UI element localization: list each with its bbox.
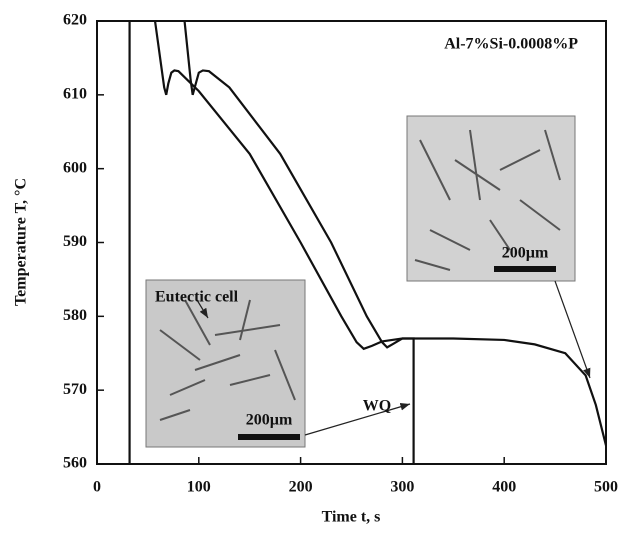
- y-tick-label: 610: [63, 86, 87, 103]
- annotation: Al-7%Si-0.0008%P: [444, 36, 578, 53]
- x-axis-label: Time t, s: [322, 509, 381, 526]
- x-tick-label: 200: [289, 479, 313, 496]
- inset-micrograph: [406, 115, 576, 282]
- annotation: WQ: [363, 398, 391, 415]
- x-tick-label: 300: [390, 479, 414, 496]
- annotation: Eutectic cell: [155, 289, 239, 306]
- x-tick-label: 0: [93, 479, 101, 496]
- annotation: 200µm: [246, 412, 293, 429]
- y-tick-label: 600: [63, 159, 87, 176]
- arrow: [304, 403, 411, 436]
- y-tick-label: 580: [63, 307, 87, 324]
- y-axis-label: Temperature T, °C: [13, 178, 30, 306]
- y-tick-label: 590: [63, 233, 87, 250]
- cooling-curve: [183, 21, 606, 446]
- x-tick-label: 400: [492, 479, 516, 496]
- cooling-curve: [153, 21, 415, 464]
- x-tick-label: 500: [594, 479, 618, 496]
- plot-lines: [128, 21, 606, 464]
- y-tick-label: 560: [63, 455, 87, 472]
- x-tick-label: 100: [187, 479, 211, 496]
- y-tick-label: 570: [63, 381, 87, 398]
- annotation: 200µm: [502, 245, 549, 262]
- arrow: [554, 280, 591, 379]
- arrow: [196, 299, 209, 319]
- y-tick-label: 620: [63, 12, 87, 29]
- inset-micrograph: [145, 279, 306, 448]
